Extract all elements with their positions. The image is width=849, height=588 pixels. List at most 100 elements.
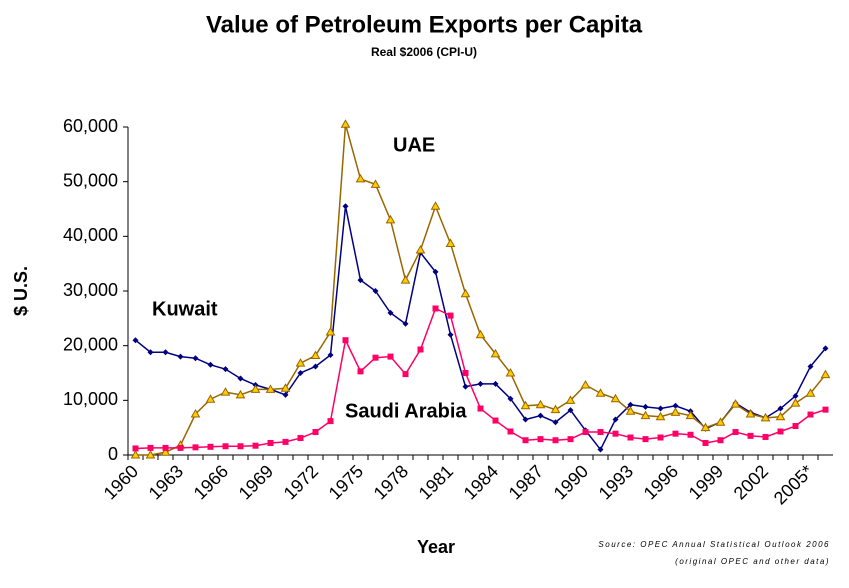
- marker: [642, 403, 649, 410]
- marker: [432, 268, 439, 275]
- marker: [250, 384, 261, 393]
- marker: [130, 449, 141, 459]
- marker: [282, 391, 289, 398]
- x-tick-label: 1963: [145, 461, 187, 503]
- marker: [670, 407, 681, 416]
- x-tick-label: 2002: [730, 461, 772, 503]
- marker: [147, 349, 154, 356]
- x-tick-label: 1999: [685, 461, 727, 503]
- marker: [655, 411, 666, 421]
- marker: [492, 417, 499, 424]
- y-tick-label: 60,000: [63, 116, 118, 136]
- marker: [702, 439, 709, 446]
- marker: [537, 436, 544, 443]
- marker: [490, 348, 501, 358]
- marker: [192, 355, 199, 362]
- marker: [430, 201, 441, 210]
- marker: [387, 353, 394, 360]
- marker: [282, 438, 289, 445]
- marker: [792, 423, 799, 430]
- marker: [177, 444, 184, 451]
- marker: [747, 432, 754, 439]
- marker: [312, 429, 319, 436]
- x-tick-label: 1966: [190, 461, 232, 503]
- marker: [792, 392, 799, 399]
- marker: [625, 406, 636, 415]
- y-tick-label: 40,000: [63, 225, 118, 245]
- marker: [777, 428, 784, 435]
- marker: [445, 238, 456, 247]
- marker: [462, 370, 469, 376]
- marker: [807, 363, 814, 370]
- chart-subtitle: Real $2006 (CPI-U): [371, 45, 477, 59]
- marker: [582, 429, 589, 436]
- marker: [222, 366, 229, 373]
- x-tick-label: 1975: [325, 461, 367, 503]
- marker: [775, 411, 786, 421]
- marker: [477, 380, 484, 387]
- marker: [327, 351, 334, 358]
- marker: [505, 367, 516, 377]
- annotation: Saudi Arabia: [345, 400, 467, 422]
- marker: [580, 380, 591, 389]
- marker: [640, 410, 651, 420]
- marker: [627, 434, 634, 441]
- marker: [477, 405, 484, 412]
- marker: [312, 363, 319, 370]
- marker: [342, 337, 349, 344]
- marker: [357, 277, 364, 284]
- marker: [190, 408, 201, 418]
- marker: [447, 312, 454, 319]
- marker: [220, 387, 231, 396]
- marker: [745, 408, 756, 418]
- marker: [520, 400, 531, 410]
- marker: [822, 345, 829, 352]
- marker: [295, 358, 306, 367]
- marker: [205, 394, 216, 403]
- marker: [460, 288, 471, 298]
- marker: [522, 416, 529, 423]
- marker: [672, 430, 679, 437]
- annotation: Kuwait: [152, 298, 218, 320]
- y-axis-label: $ U.S.: [11, 266, 31, 316]
- x-tick-label: 2005*: [770, 461, 817, 508]
- marker: [565, 395, 576, 404]
- marker: [310, 350, 321, 360]
- marker: [355, 173, 366, 183]
- marker: [447, 331, 454, 338]
- x-tick-label: 1960: [100, 461, 142, 503]
- marker: [475, 329, 486, 339]
- x-tick-label: 1972: [280, 461, 322, 503]
- marker: [415, 244, 426, 254]
- source: (original OPEC and other data): [675, 557, 830, 566]
- marker: [507, 395, 514, 402]
- marker: [387, 309, 394, 316]
- marker: [535, 399, 546, 409]
- marker: [717, 437, 724, 444]
- marker: [462, 383, 469, 390]
- marker: [342, 203, 349, 210]
- marker: [807, 411, 814, 418]
- marker: [402, 320, 409, 327]
- marker: [372, 288, 379, 294]
- marker: [237, 443, 244, 450]
- marker: [595, 388, 606, 397]
- marker: [762, 433, 769, 440]
- marker: [385, 214, 396, 224]
- x-tick-label: 1990: [550, 461, 592, 503]
- marker: [550, 404, 561, 414]
- marker: [145, 449, 156, 459]
- marker: [207, 361, 214, 368]
- marker: [760, 412, 771, 422]
- series-line: [135, 124, 827, 456]
- marker: [370, 179, 381, 188]
- marker: [805, 388, 816, 397]
- marker: [730, 399, 741, 408]
- marker: [400, 275, 411, 284]
- marker: [280, 383, 291, 392]
- marker: [325, 326, 336, 336]
- x-tick-label: 1993: [595, 461, 637, 503]
- marker: [715, 417, 726, 426]
- annotation: UAE: [393, 134, 435, 156]
